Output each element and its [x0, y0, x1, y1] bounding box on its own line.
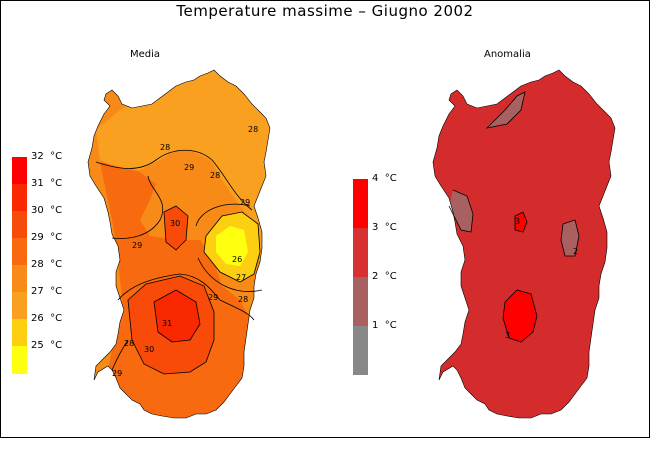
contour-label: 28 — [210, 171, 220, 180]
legend-value-2: 2 — [372, 271, 379, 282]
zone-anomalia-2-west — [449, 190, 473, 232]
zone-media-30-north — [164, 206, 188, 250]
legend-unit: °C — [50, 286, 63, 297]
contour-2-east — [560, 219, 580, 257]
legend-swatch-29 — [12, 238, 27, 265]
contour-29a — [111, 175, 164, 239]
zone-media-25 — [216, 226, 248, 266]
legend-swatch-30 — [12, 211, 27, 238]
legend-value-32: 32 — [31, 151, 44, 162]
legend-unit: °C — [50, 205, 63, 216]
contour-28 — [95, 149, 253, 211]
zone-anomalia-3-north — [515, 212, 527, 232]
legend-value-28: 28 — [31, 259, 44, 270]
legend-swatch-32 — [12, 157, 27, 184]
contour-label: 28 — [238, 295, 248, 304]
legend-swatch-26 — [12, 319, 27, 346]
contour-label: 30 — [170, 219, 180, 228]
subtitle-anomalia: Anomalia — [484, 49, 531, 60]
legend-unit: °C — [50, 313, 63, 324]
legend-unit: °C — [50, 232, 63, 243]
map-media: 28 28 29 29 30 29 26 27 28 29 31 30 28 2… — [87, 69, 271, 419]
legend-value-27: 27 — [31, 286, 44, 297]
legend-swatch-25 — [12, 346, 27, 374]
legend-unit: °C — [384, 222, 397, 233]
zone-media-27 — [96, 70, 270, 260]
legend-unit: °C — [50, 340, 63, 351]
legend-unit: °C — [50, 151, 63, 162]
contour-label: 29 — [184, 163, 194, 172]
legend-value-30: 30 — [31, 205, 44, 216]
contour-26 — [203, 211, 261, 283]
legend-swatch-31 — [12, 184, 27, 211]
legend-swatch-28 — [12, 265, 27, 292]
contour-label: 29 — [240, 198, 250, 207]
legend-swatch-27 — [12, 292, 27, 319]
figure-title: Temperature massime – Giugno 2002 — [176, 2, 474, 20]
contour-30 — [127, 275, 215, 375]
contour-label: 30 — [144, 345, 154, 354]
contour-31 — [153, 289, 201, 343]
contour-2-north — [485, 91, 526, 129]
contour-2-west — [448, 189, 474, 233]
contour-label: 2 — [573, 247, 578, 256]
legend-value-1: 1 — [372, 320, 379, 331]
legend-swatch-3 — [353, 228, 368, 277]
legend-value-3: 3 — [372, 222, 379, 233]
contour-label: 31 — [162, 319, 172, 328]
contour-label: 27 — [236, 273, 246, 282]
subtitle-media: Media — [130, 49, 161, 60]
contour-label: 28 — [124, 339, 134, 348]
contour-label: 28 — [160, 143, 170, 152]
contour-29c — [111, 339, 129, 371]
legend-value-26: 26 — [31, 313, 44, 324]
legend-value-25: 25 — [31, 340, 44, 351]
legend-unit: °C — [384, 271, 397, 282]
contour-label: 3 — [515, 217, 520, 226]
legend-unit: °C — [50, 178, 63, 189]
legend-unit: °C — [384, 173, 397, 184]
legend-value-31: 31 — [31, 178, 44, 189]
zone-anomalia-3-south — [503, 290, 537, 342]
legend-value-4: 4 — [372, 173, 379, 184]
island-anomalia-base — [433, 70, 615, 418]
contour-3-north — [514, 211, 528, 233]
legend-unit: °C — [50, 259, 63, 270]
legend-swatch-1 — [353, 326, 368, 375]
legend-value-29: 29 — [31, 232, 44, 243]
zone-anomalia-2-east — [561, 220, 579, 256]
map-anomalia: 3 2 3 — [432, 69, 616, 419]
contour-label: 3 — [505, 331, 510, 340]
legend-swatch-2 — [353, 277, 368, 326]
contour-3-south — [502, 289, 538, 343]
legend-unit: °C — [384, 320, 397, 331]
contour-label: 29 — [208, 293, 218, 302]
contour-29b — [117, 273, 255, 321]
contour-label: 29 — [132, 241, 142, 250]
zone-media-31 — [154, 290, 200, 342]
contour-label: 26 — [232, 255, 242, 264]
contour-30-north — [163, 205, 189, 251]
contour-label: 29 — [112, 369, 122, 378]
contours-anomalia — [448, 91, 580, 343]
contours-media — [95, 149, 263, 375]
legend-swatch-4 — [353, 179, 368, 228]
contour-label: 28 — [248, 125, 258, 134]
